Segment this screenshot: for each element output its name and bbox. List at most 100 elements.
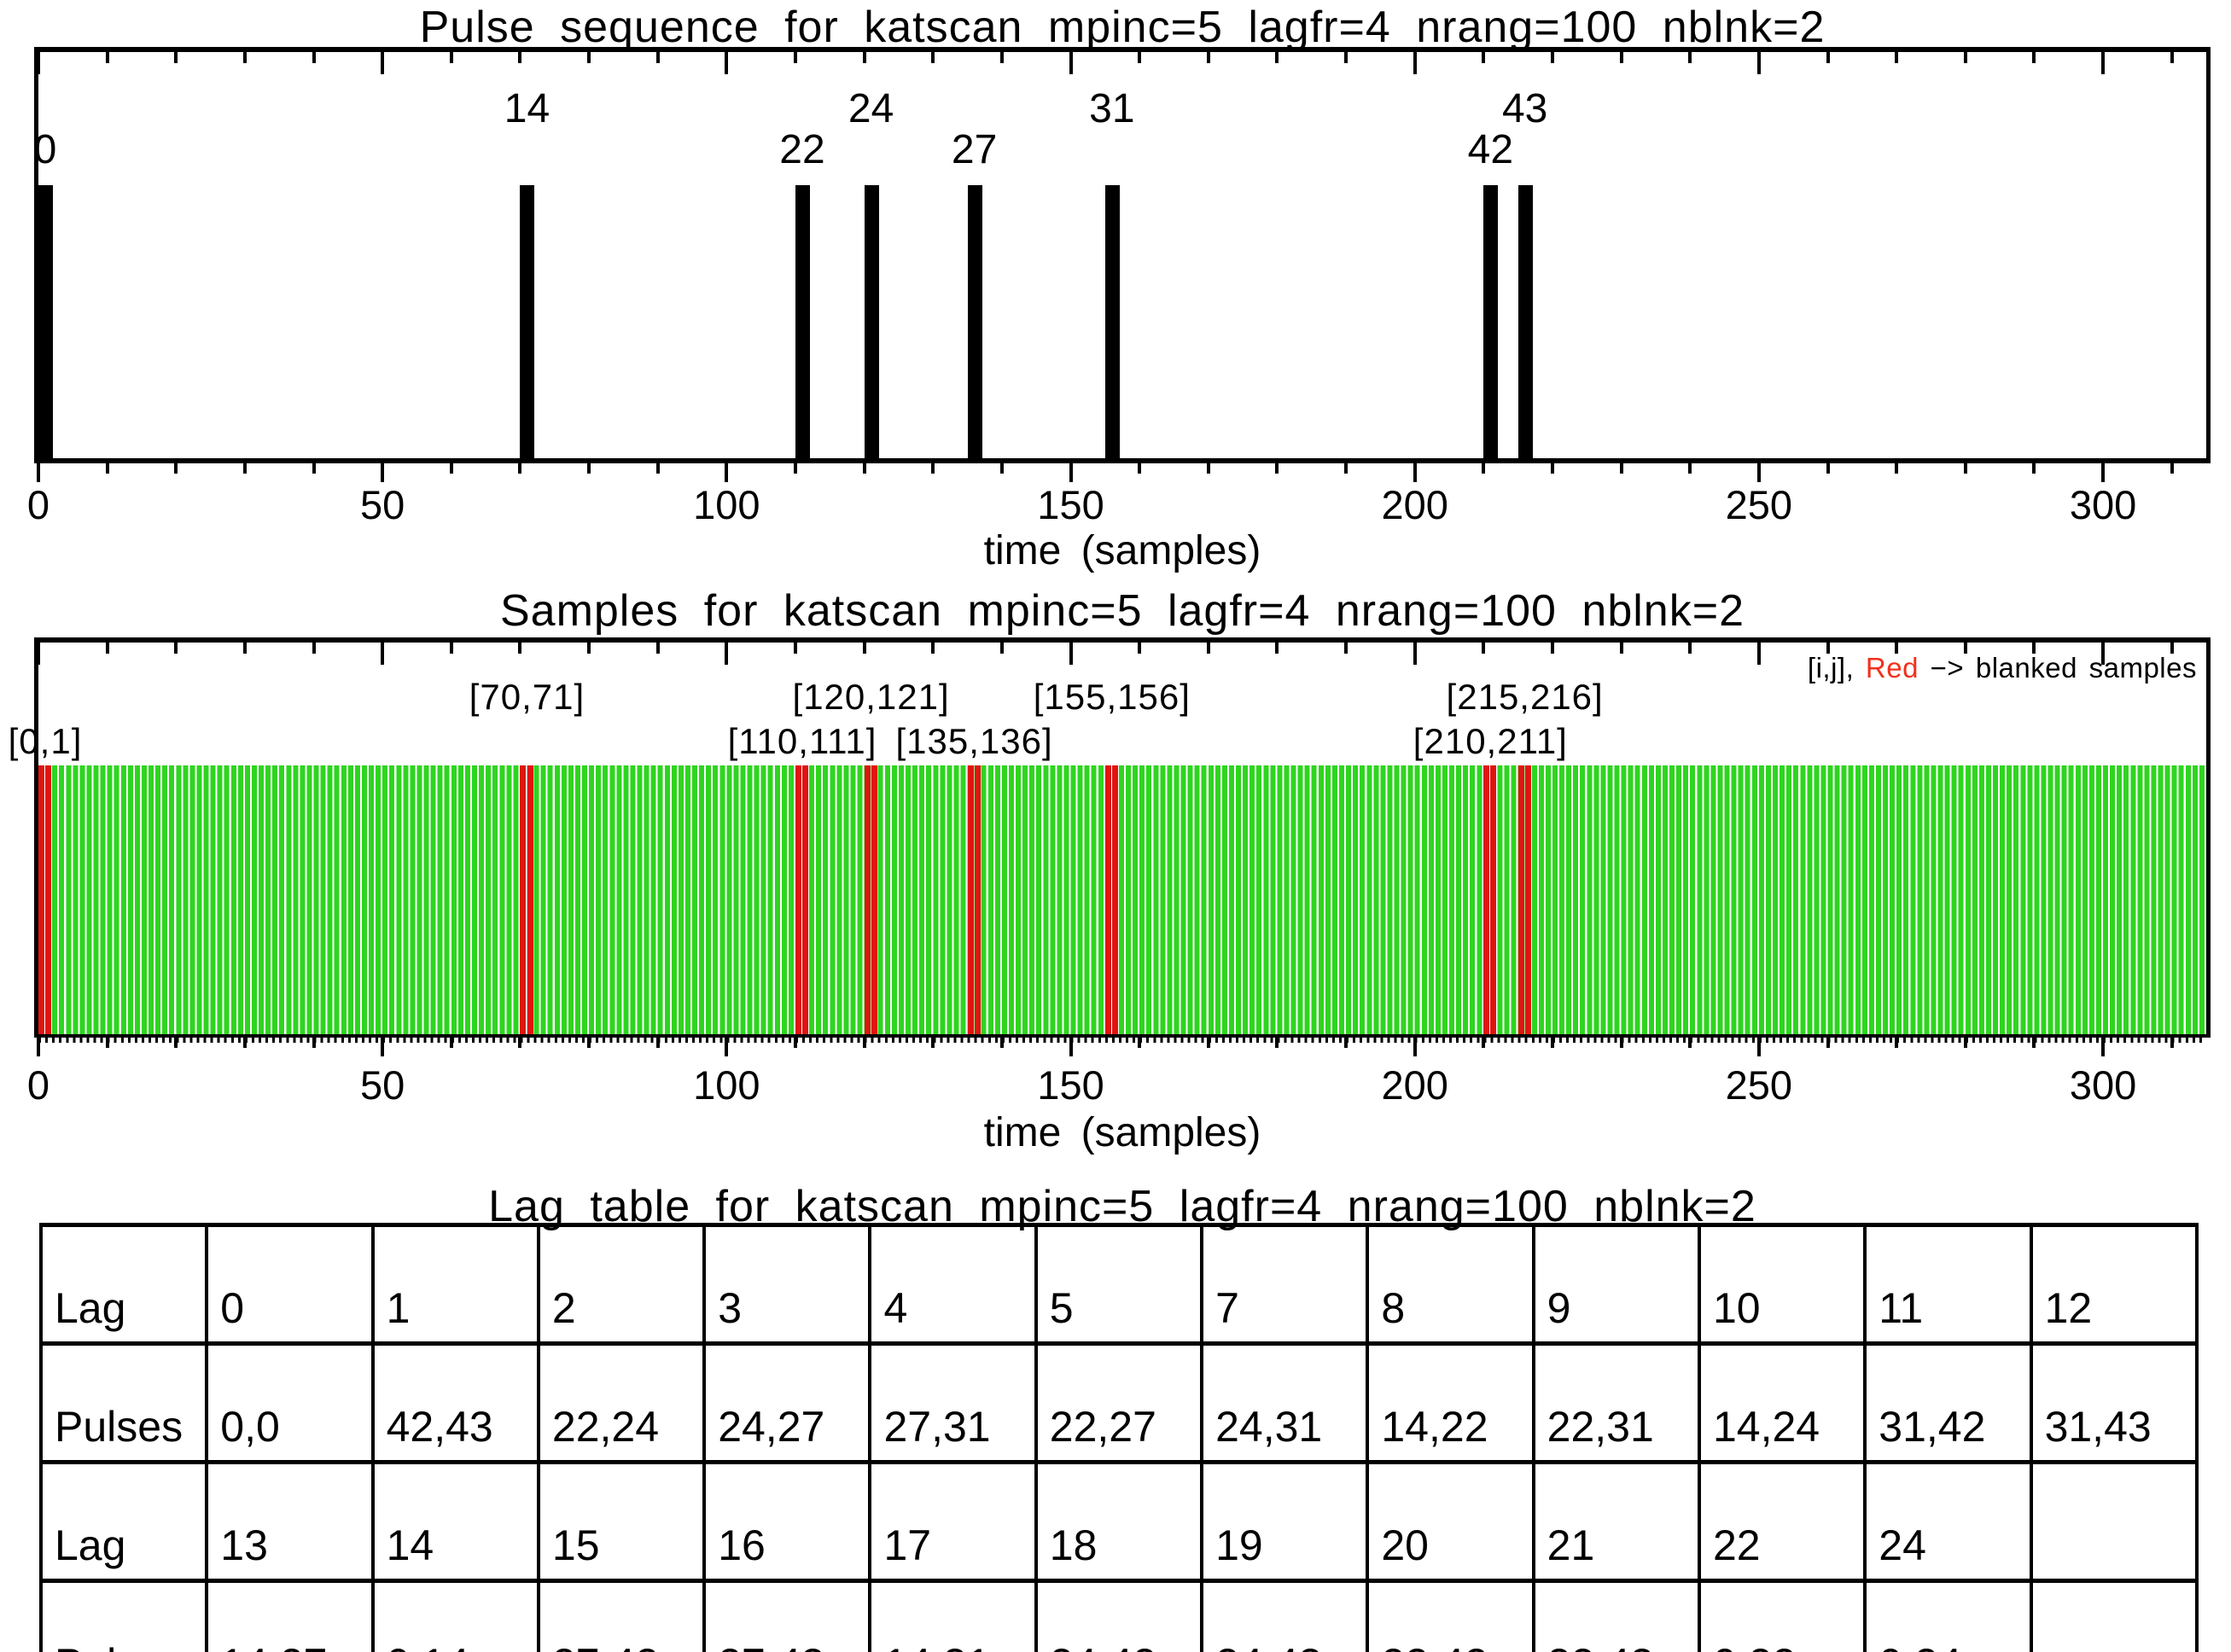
axis-tick [174, 643, 178, 654]
axis-tick [242, 463, 247, 474]
lag-table-row: Lag 0 1 2 3 4 5 7 8 9 10 11 12 [38, 1223, 2199, 1346]
panel-top-axis [34, 637, 2211, 643]
axis-tick [449, 1038, 453, 1048]
axis-tick [1550, 463, 1554, 474]
axis-tick [655, 52, 660, 63]
lag-table-title: Lag table for katscan mpinc=5 lagfr=4 nr… [488, 1182, 1756, 1231]
axis-tick [312, 643, 316, 654]
blanked-sample-bar [45, 765, 52, 1034]
lag-table-cell: 0,14 [370, 1579, 540, 1652]
axis-tick [999, 1038, 1004, 1048]
legend-red-word: Red [1865, 652, 1919, 683]
axis-tick [725, 463, 729, 482]
lag-table-cell: 22,42 [1366, 1579, 1535, 1652]
axis-tick [1963, 52, 1967, 63]
axis-tick [1482, 463, 1486, 474]
axis-tick [1826, 1038, 1830, 1048]
axis-tick [1826, 643, 1830, 654]
lag-table-cell: 5 [1034, 1223, 1204, 1346]
axis-tick [1138, 1038, 1142, 1048]
blanked-sample-bar [864, 765, 871, 1034]
axis-tick [1688, 1038, 1692, 1048]
axis-tick [862, 52, 866, 63]
lag-table-cell: 20 [1366, 1460, 1535, 1583]
blanked-sample-bar [802, 765, 809, 1034]
axis-tick [793, 52, 797, 63]
axis-tick [1206, 52, 1210, 63]
axis-tick [931, 1038, 935, 1048]
axis-tick [999, 643, 1004, 654]
blanked-sample-bar [1490, 765, 1497, 1034]
lag-table-row: Pulses 0,0 42,43 22,24 24,27 27,31 22,27 24,31 1… [38, 1341, 2199, 1464]
pulse-number-label: 0 [33, 127, 57, 172]
lag-table-cell: 0,0 [205, 1341, 375, 1464]
axis-tick [1550, 643, 1554, 654]
lag-table: Lag 0 1 2 3 4 5 7 8 9 10 11 12 Pulses 0,0 42,43 22,24 24,… [38, 1223, 2199, 1652]
axis-tick [37, 643, 40, 665]
axis-tick [518, 1038, 522, 1048]
lag-table-cell: 24,42 [1034, 1579, 1204, 1652]
axis-tick [1344, 643, 1349, 654]
lag-table-cell: 21 [1531, 1460, 1701, 1583]
lag-table-cell: 27,43 [702, 1579, 872, 1652]
pulse-number-label: 22 [779, 127, 825, 172]
blanked-sample-bar [1104, 765, 1111, 1034]
axis-tick [1275, 1038, 1279, 1048]
axis-tick [999, 463, 1004, 474]
axis-tick [1275, 463, 1279, 474]
axis-tick [1826, 463, 1830, 474]
lag-table-cell: 14,27 [205, 1579, 375, 1652]
blanked-samples-legend: [i,j], Red −> blanked samples [1808, 652, 2197, 684]
axis-tick [655, 1038, 660, 1048]
lag-table-cell: 10 [1697, 1223, 1867, 1346]
lag-table-cell: 31,42 [1863, 1341, 2033, 1464]
pulse-number-label: 31 [1089, 86, 1135, 131]
axis-tick [1482, 1038, 1486, 1048]
axis-tick [1756, 1038, 1761, 1056]
lag-table-cell: 27,31 [868, 1341, 1038, 1464]
panel-bottom-axis [34, 458, 2211, 463]
blanked-sample-bar [967, 765, 974, 1034]
axis-tick [1619, 52, 1623, 63]
tick-label: 150 [1037, 482, 1104, 527]
axis-tick [587, 1038, 591, 1048]
blanked-sample-bar [795, 765, 801, 1034]
axis-tick [2032, 463, 2036, 474]
axis-tick [105, 643, 109, 654]
tick-label: 300 [2069, 1062, 2137, 1108]
axis-tick [1413, 1038, 1417, 1056]
lag-table-cell: 16 [702, 1460, 872, 1583]
axis-tick [1069, 463, 1073, 482]
lag-table-cell: 9 [1531, 1223, 1701, 1346]
lag-table-row: Pulses14,270,1427,4227,4314,3124,4224,43… [38, 1579, 2199, 1652]
axis-tick [1826, 52, 1830, 63]
axis-tick [1756, 643, 1761, 665]
axis-tick [242, 643, 247, 654]
lag-table-cell: 22,27 [1034, 1341, 1204, 1464]
blanked-pair-label: [70,71] [469, 677, 585, 717]
axis-tick [1895, 52, 1899, 63]
axis-tick [1619, 1038, 1623, 1048]
axis-tick [1756, 52, 1761, 74]
axis-tick [725, 643, 729, 665]
lag-table-cell: 15 [536, 1460, 707, 1583]
panel-bottom-axis [34, 1034, 2211, 1038]
axis-tick [1895, 643, 1899, 654]
lag-table-cell: 27,42 [536, 1579, 707, 1652]
lag-table-cell: 22,43 [1531, 1579, 1701, 1652]
lag-table-cell: 24,27 [702, 1341, 872, 1464]
pulse-bar [795, 185, 810, 463]
tick-label: 100 [693, 482, 760, 527]
axis-tick [1138, 463, 1142, 474]
lag-table-cell: 11 [1863, 1223, 2033, 1346]
tick-label: 200 [1381, 1062, 1448, 1108]
axis-tick [1069, 1038, 1073, 1056]
axis-tick [1413, 643, 1417, 665]
tick-label: 50 [360, 482, 405, 527]
pulse-number-label: 43 [1501, 86, 1548, 131]
lag-table-cell: 14 [370, 1460, 540, 1583]
axis-tick [1619, 643, 1623, 654]
axis-tick [381, 643, 385, 665]
axis-tick [793, 643, 797, 654]
lag-table-cell: 14,22 [1366, 1341, 1535, 1464]
